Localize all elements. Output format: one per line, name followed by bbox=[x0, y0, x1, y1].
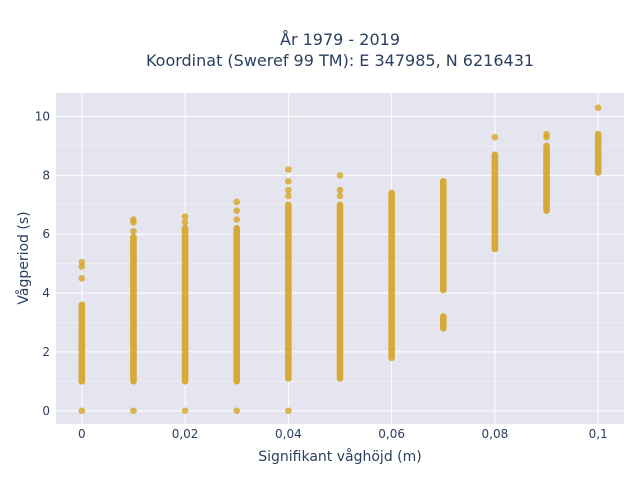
x-tick-label: 0 bbox=[78, 427, 86, 441]
data-point bbox=[285, 407, 292, 415]
data-points bbox=[78, 104, 602, 415]
data-point bbox=[181, 407, 189, 415]
data-point bbox=[285, 166, 292, 173]
y-tick-labels: 0 2 4 6 8 10 bbox=[35, 110, 50, 418]
data-point bbox=[130, 407, 137, 415]
data-point bbox=[181, 219, 189, 226]
y-tick-label: 4 bbox=[42, 286, 50, 300]
data-point bbox=[491, 133, 499, 141]
data-point bbox=[285, 186, 292, 194]
point-cluster bbox=[543, 142, 550, 214]
point-cluster bbox=[439, 313, 447, 332]
y-tick-label: 2 bbox=[42, 345, 50, 359]
point-cluster bbox=[130, 233, 137, 385]
data-point bbox=[181, 213, 189, 220]
chart-title-line-2: Koordinat (Sweref 99 TM): E 347985, N 62… bbox=[146, 51, 534, 70]
x-tick-label: 0,08 bbox=[482, 427, 509, 441]
x-tick-labels: 0 0,02 0,04 0,06 0,08 0,1 bbox=[78, 427, 608, 441]
data-point bbox=[130, 227, 137, 235]
data-point bbox=[233, 198, 241, 206]
x-axis-title: Signifikant våghöjd (m) bbox=[258, 448, 421, 465]
y-axis-title: Vågperiod (s) bbox=[15, 211, 32, 304]
x-tick-label: 0,06 bbox=[378, 427, 405, 441]
point-cluster bbox=[594, 130, 602, 176]
chart-title-line-1: År 1979 - 2019 bbox=[280, 30, 400, 49]
y-tick-label: 6 bbox=[42, 227, 50, 241]
data-point bbox=[233, 207, 241, 214]
point-cluster bbox=[388, 189, 395, 362]
data-point bbox=[233, 216, 241, 223]
x-tick-label: 0,04 bbox=[275, 427, 302, 441]
data-point bbox=[285, 192, 292, 200]
data-point bbox=[285, 177, 292, 185]
data-point bbox=[594, 104, 602, 112]
data-point bbox=[543, 130, 550, 138]
data-point bbox=[78, 275, 86, 282]
point-cluster bbox=[336, 201, 344, 382]
x-tick-label: 0,1 bbox=[589, 427, 608, 441]
data-point bbox=[336, 192, 344, 200]
point-cluster bbox=[439, 177, 447, 294]
y-tick-label: 8 bbox=[42, 168, 50, 182]
point-cluster bbox=[285, 201, 292, 382]
data-point bbox=[233, 407, 241, 415]
y-tick-label: 10 bbox=[35, 110, 50, 124]
x-tick-label: 0,02 bbox=[172, 427, 199, 441]
data-point bbox=[336, 186, 344, 194]
y-tick-label: 0 bbox=[42, 404, 50, 418]
data-point bbox=[78, 258, 86, 266]
point-cluster bbox=[181, 225, 189, 385]
point-cluster bbox=[78, 301, 86, 385]
data-point bbox=[336, 172, 344, 179]
point-cluster bbox=[491, 151, 499, 253]
data-point bbox=[130, 216, 137, 223]
data-point bbox=[78, 407, 86, 415]
point-cluster bbox=[233, 225, 241, 385]
